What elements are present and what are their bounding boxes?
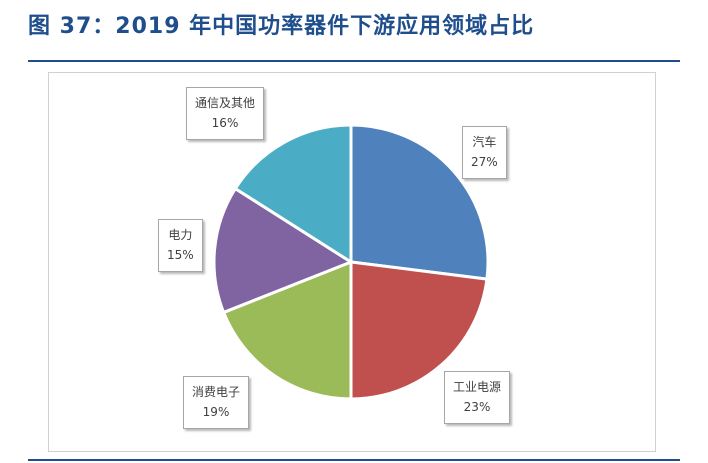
- data-label-auto: 汽车 27%: [462, 126, 507, 179]
- bottom-rule: [28, 459, 680, 461]
- data-label-power-grid-name: 电力: [168, 228, 193, 242]
- figure-title: 图 37：2019 年中国功率器件下游应用领域占比: [28, 14, 535, 39]
- data-label-industrial-power: 工业电源 23%: [444, 371, 511, 424]
- pie-slice-industrial-power: [349, 260, 489, 401]
- data-label-telecom-other-name: 通信及其他: [195, 96, 256, 110]
- data-label-consumer-electronics-name: 消费电子: [192, 385, 241, 399]
- pie-slice-power-grid: [212, 187, 353, 314]
- data-label-telecom-other-value: 16%: [211, 116, 239, 130]
- data-label-power-grid: 电力 15%: [158, 219, 203, 272]
- pie-slice-auto: [349, 123, 490, 281]
- pie-slice-consumer-electronics: [222, 260, 353, 401]
- chart-frame: [48, 72, 656, 452]
- pie-slice-telecom-other: [233, 123, 353, 264]
- data-label-consumer-electronics: 消费电子 19%: [183, 376, 250, 429]
- data-label-consumer-electronics-value: 19%: [202, 405, 230, 419]
- top-rule: [28, 60, 680, 62]
- data-label-auto-value: 27%: [471, 155, 498, 169]
- data-label-industrial-power-value: 23%: [463, 400, 491, 414]
- data-label-auto-name: 汽车: [472, 135, 497, 149]
- data-label-industrial-power-name: 工业电源: [453, 380, 502, 394]
- data-label-power-grid-value: 15%: [167, 248, 194, 262]
- data-label-telecom-other: 通信及其他 16%: [186, 87, 265, 140]
